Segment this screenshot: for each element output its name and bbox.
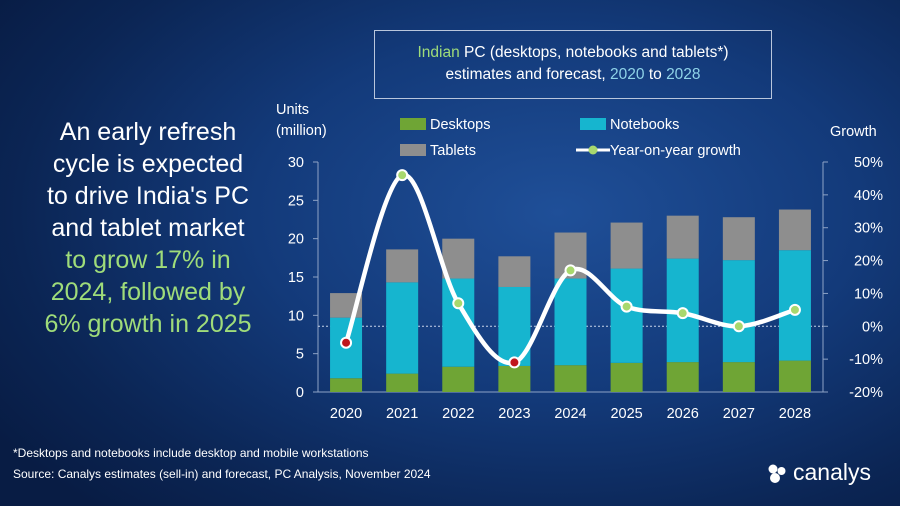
headline-highlight-line: to grow 17% in [65,246,231,274]
y2-tick-label: 20% [854,254,883,270]
bar-notebooks-2025 [610,268,643,363]
legend-label-growth: Year-on-year growth [610,143,741,159]
legend-swatch-notebooks [580,118,606,130]
y-tick-label: 10 [288,308,304,324]
y-tick-label: 15 [288,270,304,286]
bar-tablets-2025 [610,222,643,269]
bar-tablets-2028 [778,209,811,251]
bar-desktops-2026 [666,362,699,392]
growth-point-2020 [340,336,353,349]
bar-desktops-2028 [778,360,811,392]
x-tick-label: 2027 [723,406,755,422]
y2-tick-label: 0% [862,319,883,335]
y2-tick-label: 30% [854,221,883,237]
y-axis-label-units: Units [276,102,309,118]
bar-notebooks-2027 [722,260,755,363]
growth-point-2022 [452,297,465,310]
headline-line: to drive India's PC [46,182,250,210]
headline: An early refresh cycle is expected to dr… [12,116,284,340]
footnote: *Desktops and notebooks include desktop … [13,446,369,460]
legend-label-notebooks: Notebooks [610,117,679,133]
headline-highlight-line: 2024, followed by [50,278,246,306]
y2-axis-label: Growth [830,124,877,140]
x-tick-label: 2028 [779,406,811,422]
headline-highlight-line: 6% growth in 2025 [44,310,252,338]
bar-tablets-2023 [498,256,531,287]
title-text: PC (desktops, notebooks and tablets*) [464,44,729,61]
growth-point-2021 [396,169,409,182]
legend-swatch-tablets [400,144,426,156]
y-tick-label: 30 [288,155,304,171]
growth-point-2027 [732,320,745,333]
legend-marker-growth [588,145,598,155]
bar-tablets-2026 [666,215,699,259]
title-text: estimates and forecast, [445,66,606,83]
chart-title-box: Indian PC (desktops, notebooks and table… [374,30,772,99]
growth-point-2023 [508,356,521,369]
bar-desktops-2025 [610,362,643,392]
title-start-year: 2020 [610,66,645,83]
y2-tick-label: -20% [849,385,883,401]
bar-desktops-2022 [442,366,475,392]
growth-point-2025 [620,300,633,313]
y2-tick-label: -10% [849,352,883,368]
growth-point-2024 [564,264,577,277]
bar-tablets-2021 [386,249,419,283]
y2-tick-label: 50% [854,155,883,171]
title-end-year: 2028 [666,66,701,83]
y2-tick-label: 40% [854,188,883,204]
y-tick-label: 25 [288,193,304,209]
title-text: to [648,66,662,83]
bar-desktops-2024 [554,365,587,392]
legend-label-tablets: Tablets [430,143,476,159]
bar-desktops-2021 [386,373,419,392]
y-axis-label-million: (million) [276,123,327,139]
bar-desktops-2023 [498,365,531,392]
x-tick-label: 2026 [667,406,699,422]
legend-label-desktops: Desktops [430,117,490,133]
title-word-indian: Indian [417,44,460,61]
x-tick-label: 2022 [442,406,474,422]
headline-line: An early refresh [59,118,237,146]
canalys-logo: canalys [765,459,871,486]
growth-point-2026 [676,307,689,320]
headline-line: and tablet market [51,214,245,242]
x-tick-label: 2024 [554,406,586,422]
x-tick-label: 2023 [498,406,530,422]
y-tick-label: 0 [296,385,304,401]
source-note: Source: Canalys estimates (sell-in) and … [13,467,431,481]
headline-line: cycle is expected [52,150,244,178]
legend-swatch-desktops [400,118,426,130]
bar-tablets-2027 [722,217,755,261]
y-tick-label: 20 [288,232,304,248]
bar-notebooks-2021 [386,282,419,374]
bar-desktops-2027 [722,362,755,392]
growth-point-2028 [788,303,801,316]
legend: Desktops Notebooks Tablets Year-on-year … [400,117,741,159]
y2-tick-label: 10% [854,286,883,302]
x-tick-label: 2025 [610,406,642,422]
canalys-logo-icon [768,464,786,483]
x-tick-label: 2020 [330,406,362,422]
bar-notebooks-2024 [554,278,587,366]
x-tick-label: 2021 [386,406,418,422]
y-tick-label: 5 [296,347,304,363]
canalys-logo-text: canalys [793,459,871,485]
bar-desktops-2020 [330,378,363,392]
